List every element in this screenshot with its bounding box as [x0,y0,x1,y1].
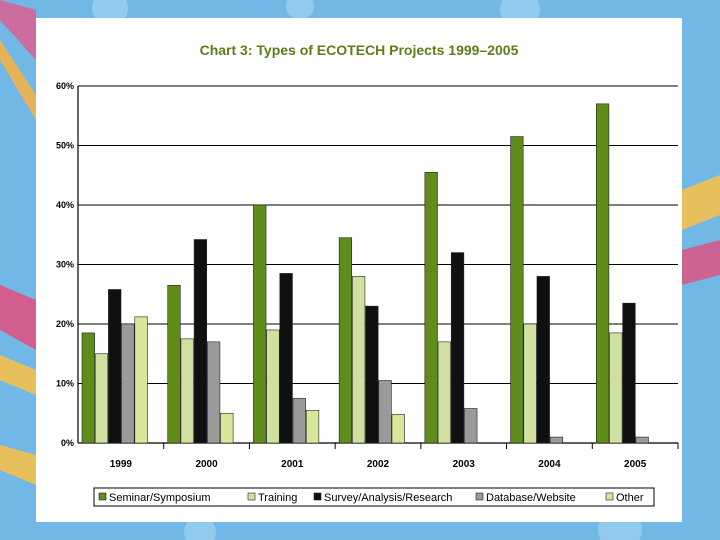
bar [220,412,234,444]
legend-swatch [605,492,614,501]
legend-swatch [475,492,484,501]
y-tick-label: 10% [56,379,74,389]
slide-panel: Chart 3: Types of ECOTECH Projects 1999–… [36,18,682,522]
bar [279,273,293,444]
x-tick-label: 2003 [453,459,476,470]
bar [523,323,537,444]
bar [180,338,194,444]
y-tick-label: 20% [56,319,74,329]
bar [622,302,636,444]
legend-label: Database/Website [486,492,576,504]
x-tick-label: 2000 [195,459,218,470]
y-tick-label: 50% [56,141,74,151]
bar [365,305,379,444]
y-tick-label: 40% [56,200,74,210]
bar [450,252,465,444]
chart-title: Chart 3: Types of ECOTECH Projects 1999–… [199,42,519,58]
bar [378,380,392,444]
bar [464,408,478,444]
bar [635,436,649,444]
legend-label: Seminar/Symposium [109,492,210,504]
bar [391,414,405,444]
x-tick-label: 1999 [110,459,133,470]
bar [108,289,122,444]
bar [437,341,451,444]
legend-swatch [313,492,322,501]
bar [595,103,610,444]
bar [193,239,208,444]
y-tick-label: 60% [56,81,74,91]
bar [338,237,353,444]
bar [266,329,280,444]
bar [305,409,320,444]
bar-chart: 0% 10% 20% 30% 40% 50% 60% 1999 2000 2001 2002 2003… [56,81,679,507]
legend-label: Survey/Analysis/Research [324,492,452,504]
bar [510,136,524,444]
bar [536,276,550,444]
bar [207,341,221,444]
bar [424,171,438,444]
bar [549,436,564,444]
legend-swatch [98,492,107,501]
bar [609,332,623,444]
bar [121,323,135,444]
bar [134,316,148,444]
bar [81,332,95,444]
bar [253,204,267,444]
legend-box [93,487,655,507]
bar [352,276,366,444]
x-tick-label: 2005 [624,459,647,470]
bar [292,398,306,444]
y-tick-label: 30% [56,260,74,270]
legend-swatch [247,492,256,501]
x-tick-label: 2001 [281,459,304,470]
bar [167,285,181,444]
legend-label: Training [258,492,297,504]
y-tick-label: 0% [61,438,74,448]
x-tick-label: 2004 [538,459,561,470]
legend-label: Other [616,492,644,504]
bar [94,353,109,444]
x-tick-label: 2002 [367,459,390,470]
